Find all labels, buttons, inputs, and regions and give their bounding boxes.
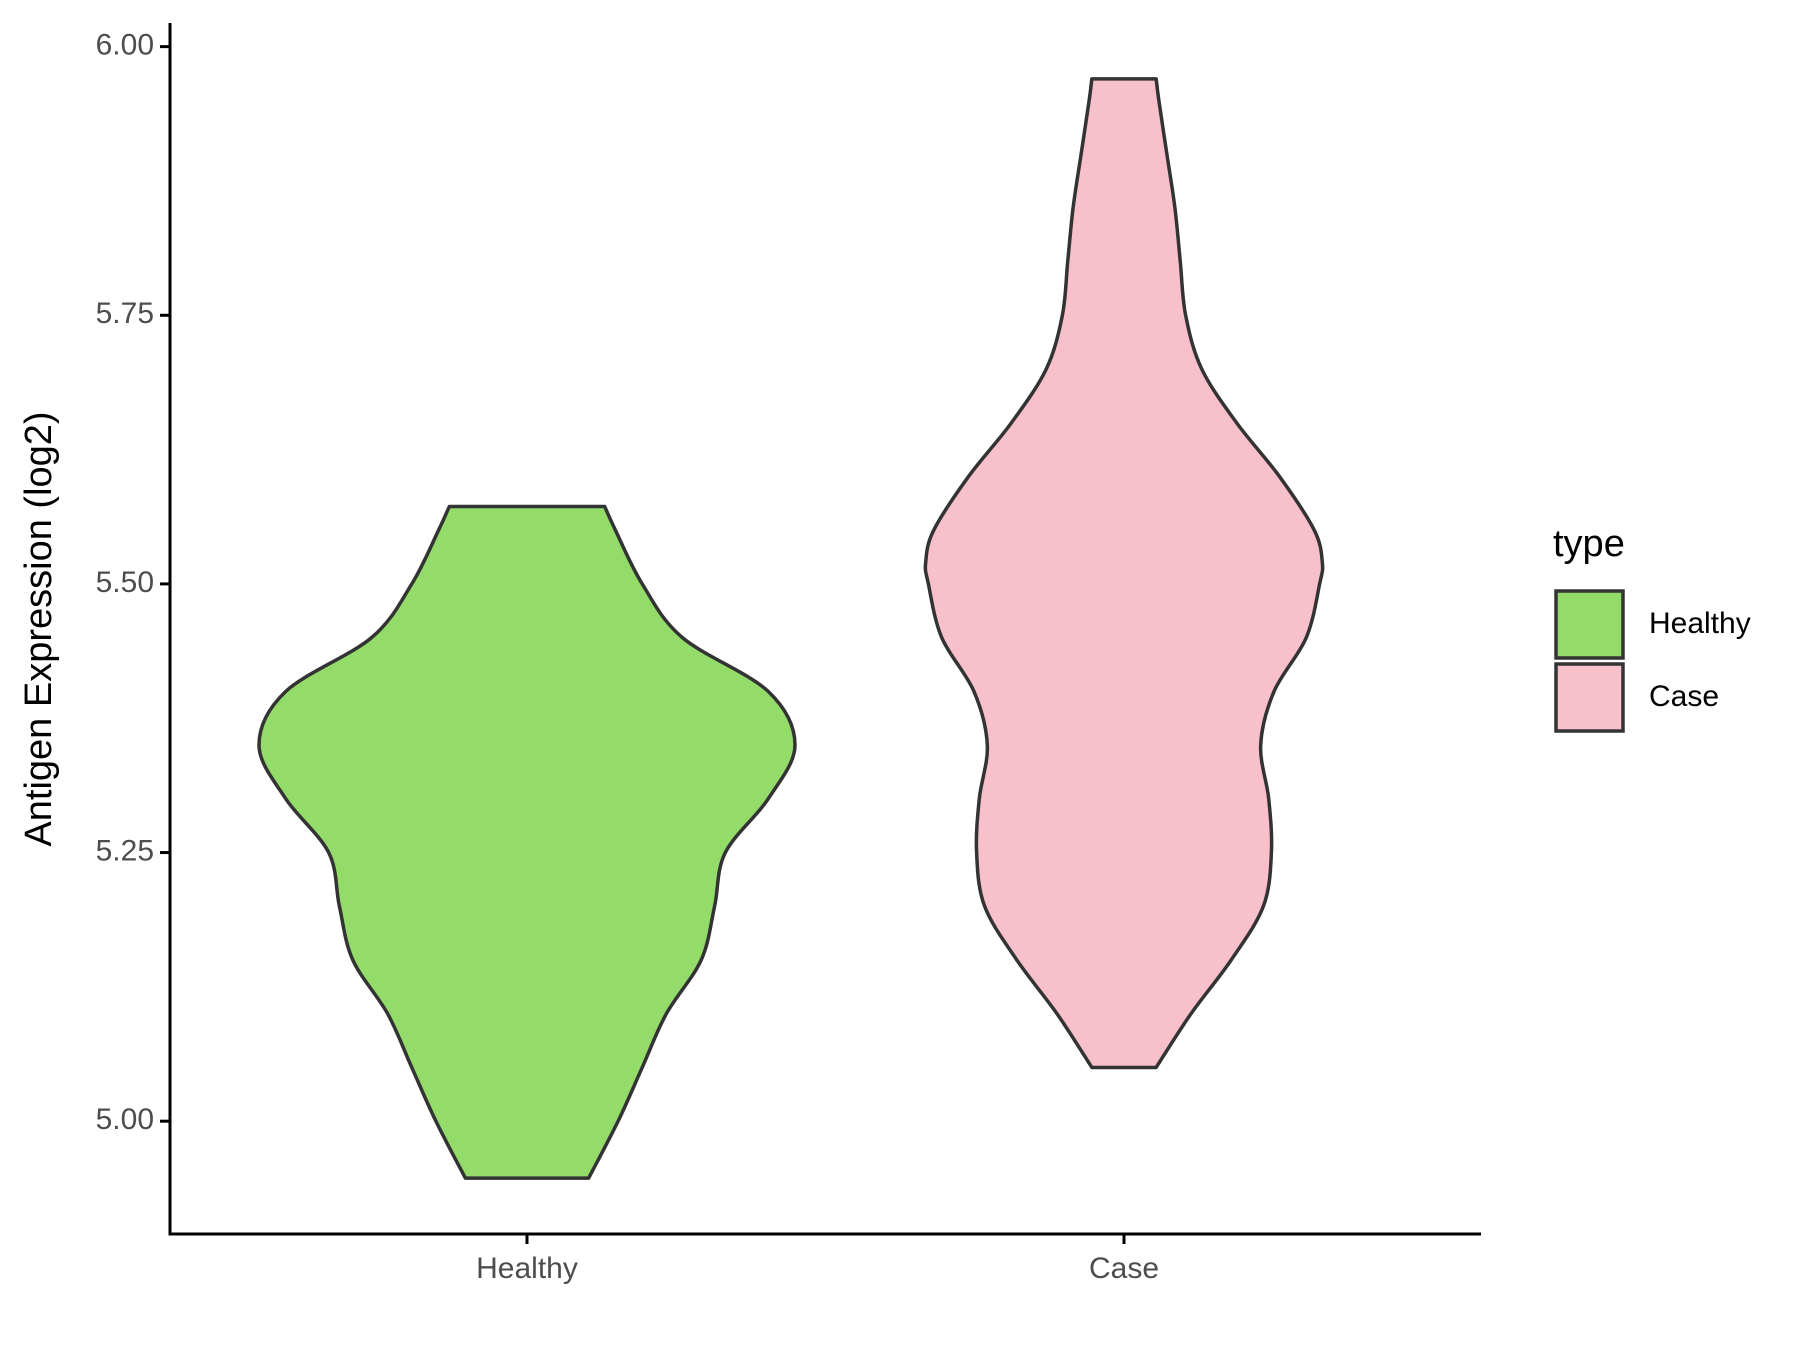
y-tick-label: 5.25: [96, 834, 154, 867]
y-tick-label: 5.00: [96, 1103, 154, 1136]
y-axis-title: Antigen Expression (log2): [18, 411, 60, 846]
x-tick-label: Healthy: [476, 1252, 578, 1285]
y-tick-label: 5.75: [96, 297, 154, 330]
legend-label: Healthy: [1649, 607, 1751, 640]
legend-key: [1554, 662, 1625, 733]
y-tick-label: 6.00: [96, 29, 154, 62]
y-tick-label: 5.50: [96, 566, 154, 599]
legend-title: type: [1553, 523, 1625, 565]
violin: [257, 504, 797, 1180]
legend-key: [1554, 589, 1625, 660]
x-tick-label: Case: [1089, 1252, 1159, 1285]
legend-label: Case: [1649, 680, 1719, 713]
violin: [923, 77, 1325, 1070]
